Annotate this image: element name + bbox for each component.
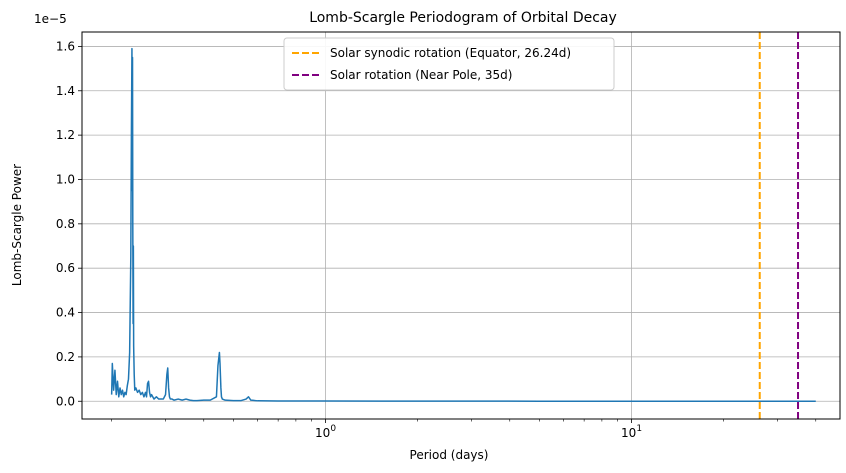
y-tick-label-8: 1.6 xyxy=(56,39,75,53)
legend-box xyxy=(283,37,615,91)
legend-label-0: Solar synodic rotation (Equator, 26.24d) xyxy=(330,46,571,60)
x-tick-label-0: 100 xyxy=(315,424,336,440)
y-axis-label: Lomb-Scargle Power xyxy=(10,164,24,286)
y-tick-label-2: 0.4 xyxy=(56,306,75,320)
y-tick-label-0: 0.0 xyxy=(56,394,75,408)
legend: Solar synodic rotation (Equator, 26.24d)… xyxy=(283,37,615,91)
x-axis-label: Period (days) xyxy=(410,448,489,462)
chart-title: Lomb-Scargle Periodogram of Orbital Deca… xyxy=(309,10,617,26)
y-tick-label-5: 1.0 xyxy=(56,172,75,186)
grid-lines xyxy=(82,32,840,419)
y-offset-label: 1e−5 xyxy=(34,12,67,26)
y-tick-label-1: 0.2 xyxy=(56,350,75,364)
tick-layer: 0.0 0.2 0.4 0.6 0.8 1.0 1.2 1.4 1.6 100 101 xyxy=(56,39,817,440)
series-line-0 xyxy=(110,47,816,402)
y-tick-label-7: 1.4 xyxy=(56,84,75,98)
axes-frame xyxy=(81,31,841,420)
data-layer xyxy=(110,32,816,419)
legend-label-1: Solar rotation (Near Pole, 35d) xyxy=(330,68,512,82)
y-tick-label-4: 0.8 xyxy=(56,217,75,231)
y-tick-label-6: 1.2 xyxy=(56,128,75,142)
x-tick-label-1: 101 xyxy=(621,424,642,440)
y-tick-label-3: 0.6 xyxy=(56,261,75,275)
